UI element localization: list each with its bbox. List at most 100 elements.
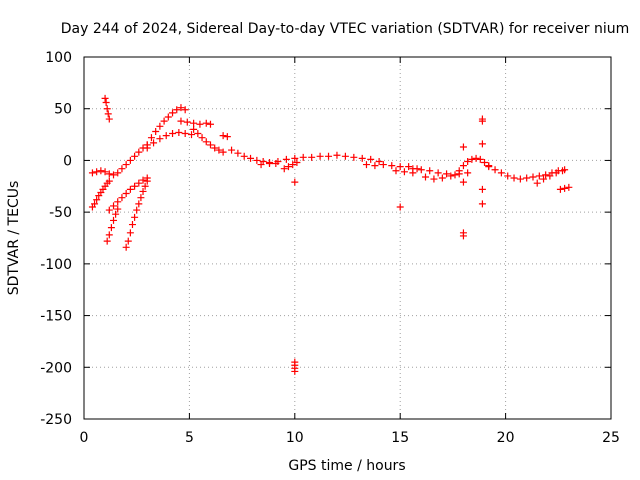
data-point (162, 132, 170, 140)
data-point (561, 184, 569, 192)
y-tick-label: -200 (40, 360, 72, 376)
data-point (565, 183, 573, 191)
data-point (280, 165, 288, 173)
data-point (105, 115, 113, 123)
series-arc-k (219, 132, 231, 141)
data-point (160, 117, 168, 125)
data-point (114, 169, 122, 177)
data-point (289, 161, 297, 169)
chart-title: Day 244 of 2024, Sidereal Day-to-day VTE… (61, 21, 630, 37)
data-point (523, 174, 531, 182)
data-point (546, 172, 554, 180)
y-tick-label: 100 (45, 50, 72, 66)
data-point (293, 158, 301, 166)
data-point (350, 153, 358, 161)
data-point (110, 171, 118, 179)
data-point (451, 171, 459, 179)
data-point (211, 144, 219, 152)
series-arc-q (409, 165, 459, 179)
series-arc-i (177, 117, 214, 128)
data-point (128, 221, 136, 229)
data-point (409, 165, 417, 173)
data-point (177, 104, 185, 112)
data-point (497, 169, 505, 177)
series-arc-c (88, 177, 113, 211)
series-arc-j (190, 125, 227, 156)
data-point (219, 148, 227, 156)
y-tick-label: -250 (40, 412, 72, 428)
data-point (247, 154, 255, 162)
data-point (459, 178, 467, 186)
data-point (434, 169, 442, 177)
data-point (105, 231, 113, 239)
data-point (223, 133, 231, 141)
data-point (468, 155, 476, 163)
data-point (122, 190, 130, 198)
data-point (102, 99, 110, 107)
plot-frame (83, 56, 612, 420)
data-point (421, 173, 429, 181)
y-tick-label: -150 (40, 309, 72, 325)
data-point (559, 167, 567, 175)
data-point (118, 194, 126, 202)
x-tick-label: 15 (391, 430, 409, 446)
data-point (112, 210, 120, 218)
data-point (131, 182, 139, 190)
data-marks (88, 94, 573, 375)
data-point (110, 202, 118, 210)
series-arc-f (122, 177, 151, 251)
data-point (371, 162, 379, 170)
data-point (124, 237, 132, 245)
data-point (228, 146, 236, 154)
data-point (308, 153, 316, 161)
data-point (542, 171, 550, 179)
data-point (533, 179, 541, 187)
data-point (478, 185, 486, 193)
data-point (266, 160, 274, 168)
data-point (206, 141, 214, 149)
data-point (478, 115, 486, 123)
data-point (464, 169, 472, 177)
data-point (430, 175, 438, 183)
data-point (529, 173, 537, 181)
data-point (481, 158, 489, 166)
data-point (88, 169, 96, 177)
data-point (478, 140, 486, 148)
data-point (177, 117, 185, 125)
data-point (405, 163, 413, 171)
data-point (358, 154, 366, 162)
data-point (476, 155, 484, 163)
data-point (114, 198, 122, 206)
data-point (126, 185, 134, 193)
data-point (103, 105, 111, 113)
data-point (91, 200, 99, 208)
data-point (325, 152, 333, 160)
data-point (190, 119, 198, 127)
data-point (188, 131, 196, 139)
data-point (169, 109, 177, 117)
data-point (362, 161, 370, 169)
x-tick-label: 20 (497, 430, 515, 446)
x-axis-label: GPS time / hours (288, 458, 405, 474)
data-point (253, 156, 261, 164)
data-point (392, 167, 400, 175)
data-point (472, 154, 480, 162)
data-point (122, 243, 130, 251)
data-point (156, 135, 164, 143)
data-point (135, 179, 143, 187)
grid (84, 57, 611, 419)
data-point (126, 229, 134, 237)
y-tick-label: -50 (49, 205, 72, 221)
data-point (291, 154, 299, 162)
data-point (274, 157, 282, 165)
data-point (131, 213, 139, 221)
y-tick-label: -100 (40, 257, 72, 273)
data-point (97, 167, 105, 175)
data-point (139, 187, 147, 195)
data-point (202, 138, 210, 146)
data-point (367, 155, 375, 163)
data-point (135, 200, 143, 208)
data-point (169, 130, 177, 138)
series-arc-n (280, 158, 301, 173)
